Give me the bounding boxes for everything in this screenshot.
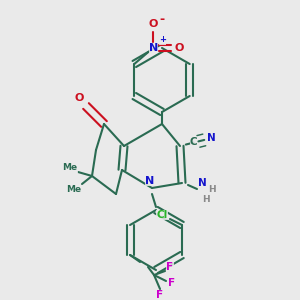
- Text: O: O: [148, 19, 158, 29]
- Text: +: +: [159, 35, 166, 44]
- Text: H: H: [202, 196, 210, 205]
- Text: C: C: [190, 136, 197, 147]
- Text: H: H: [208, 185, 216, 194]
- Text: Me: Me: [62, 164, 78, 172]
- Text: O: O: [175, 43, 184, 53]
- Text: F: F: [167, 262, 174, 272]
- Text: -: -: [160, 13, 165, 26]
- Text: N: N: [149, 43, 158, 53]
- Text: O: O: [74, 93, 84, 103]
- Text: N: N: [198, 178, 206, 188]
- Text: Cl: Cl: [156, 210, 168, 220]
- Text: F: F: [169, 278, 176, 288]
- Text: Me: Me: [66, 185, 82, 194]
- Text: N: N: [207, 133, 215, 143]
- Text: N: N: [146, 176, 154, 186]
- Text: F: F: [157, 290, 164, 300]
